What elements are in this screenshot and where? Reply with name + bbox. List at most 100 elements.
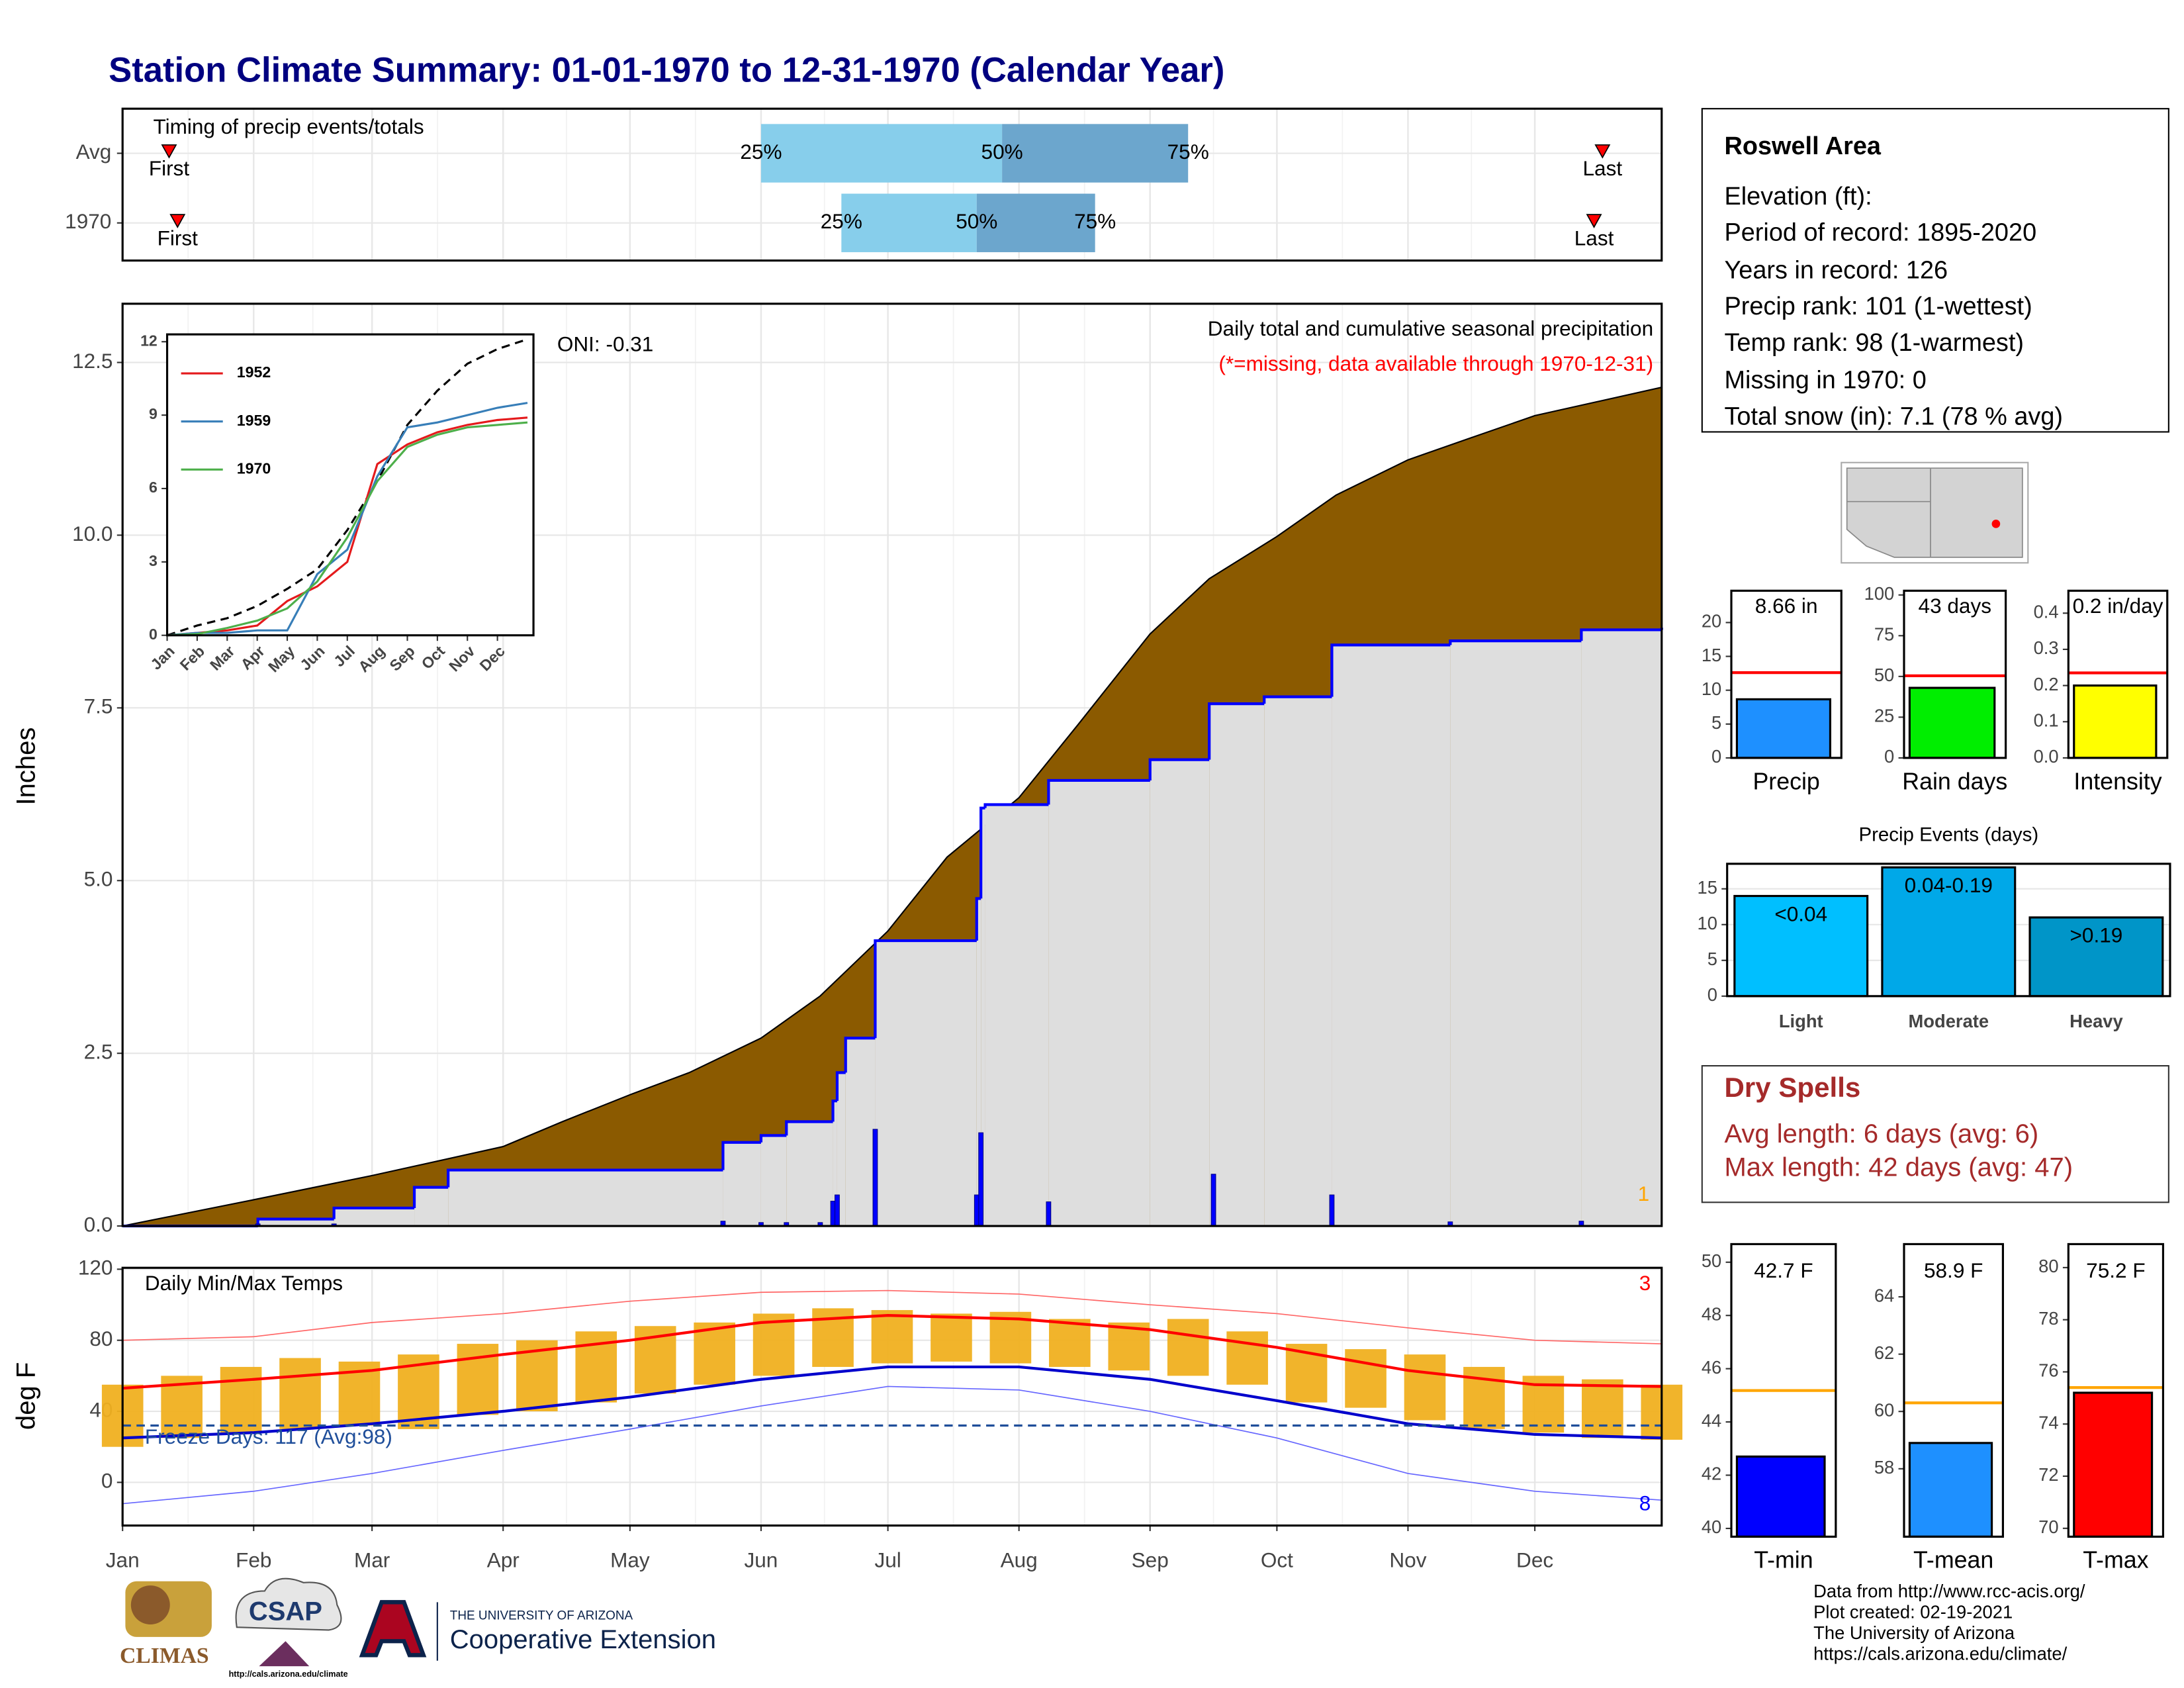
dry-spells-title: Dry Spells [1724,1072,1860,1103]
y-tick-label: 6 [149,479,158,496]
record-count: 1 [1638,1182,1650,1205]
daily-temp-bar [1345,1349,1387,1408]
cumulative-step [332,1206,415,1219]
cumulative-step-fill [760,1135,787,1227]
footer-line: Plot created: 02-19-2021 [1813,1601,2013,1622]
csap-mountain [259,1641,310,1667]
y-tick-label: 42 [1702,1464,1721,1484]
daily-temp-bar [1404,1354,1446,1421]
y-tick-label: 70 [2038,1517,2058,1537]
y-tick-label: 9 [149,405,158,422]
daily-precip-bar [974,1194,979,1227]
cumulative-step-fill [334,1207,415,1227]
climas-logo: CLIMAS [120,1644,209,1668]
cumulative-step-fill [1209,704,1265,1227]
cumulative-step-fill [1048,780,1150,1227]
daily-temp-bar [1226,1331,1268,1385]
range-lower [841,193,977,252]
daily-precip-bar [835,1194,840,1227]
plot-frame [121,107,1663,262]
cumulative-step-fill [981,808,985,1227]
y-tick-label: 25 [1874,706,1894,726]
event-label: First [158,226,199,250]
record-low-line [122,1385,1662,1505]
climas-emblem [130,1585,170,1624]
cumulative-step [721,1141,761,1170]
cumulative-step [1449,639,1582,645]
range-upper [1002,124,1189,183]
event-marker [161,144,177,159]
y-tick-label: 75 [1874,624,1894,645]
footer-line: The University of Arizona [1813,1622,2015,1643]
y-tick-label: 0.2 [2034,674,2059,694]
chart-title: Timing of precip events/totals [154,115,424,138]
station-line: Precip rank: 101 (1-wettest) [1724,293,2032,320]
daily-temp-bar [1167,1319,1209,1376]
cumulative-step-fill [414,1187,449,1227]
event-marker [169,214,186,228]
chart-title: Daily Min/Max Temps [145,1271,343,1295]
value-label: 42.7 F [1754,1258,1813,1282]
x-tick-label: Mar [354,1548,390,1572]
station-line: Temp rank: 98 (1-warmest) [1724,329,2024,357]
plot-frame [2067,589,2169,759]
y-tick-label: 72 [2038,1464,2058,1485]
range-label: 50% [956,209,997,233]
station-name: Roswell Area [1724,132,1881,160]
map-border [1846,468,1931,557]
station-box [1701,108,2169,433]
station-line: Missing in 1970: 0 [1724,367,1926,395]
event-label: Last [1583,156,1623,180]
y-tick-label: 0 [149,626,158,643]
daily-precip-bar [1210,1174,1216,1227]
range-label: 50% [981,140,1023,164]
legend-label: 1952 [237,363,271,381]
extension-name: Cooperative Extension [450,1625,716,1654]
summary-bar [2073,1391,2154,1538]
bin-label: 0.04-0.19 [1905,873,1993,897]
y-tick-label: 10.0 [72,522,113,545]
event-bar [1733,894,1869,998]
line-series [167,416,528,637]
x-tick-label: Aug [1001,1548,1038,1572]
category-label: T-max [2083,1547,2148,1573]
legend-label: 1959 [237,412,271,429]
cumulative-step-fill [837,1072,846,1227]
y-tick-label: 80 [2038,1256,2058,1276]
y-tick-label: 76 [2038,1360,2058,1381]
inset-background [167,334,534,635]
cumulative-step [759,1134,787,1143]
cumulative-step-fill [448,1170,723,1227]
cumulative-step-fill [1264,696,1332,1227]
plot-frame [1903,1243,2004,1538]
csap-url: http://cals.arizona.edu/climate [229,1669,348,1679]
y-tick-label: 64 [1874,1285,1894,1305]
y-tick-label: 0.0 [84,1212,113,1236]
chart-title: Precip Events (days) [1858,824,2038,846]
y-tick-label: 60 [1874,1399,1894,1420]
y-tick-label: 10 [1698,913,1717,933]
cumulative-step-fill [985,804,1049,1227]
y-tick-label: 15 [1698,877,1717,898]
y-tick-label: 46 [1702,1357,1721,1378]
y-tick-label: 80 [89,1327,113,1350]
y-tick-label: 0.0 [2034,746,2059,767]
cumulative-step [1148,758,1210,780]
cumulative-step [835,1071,846,1102]
cumulative-step [1047,778,1150,805]
summary-bar [1908,686,1996,759]
arizona-a [359,1600,427,1658]
location-map [1841,461,2029,564]
y-tick-label: 5 [1711,712,1721,733]
cumulative-step-fill [1150,759,1210,1227]
y-tick-label: 0 [1711,746,1721,767]
cumulative-step [1263,695,1332,704]
category-label: Rain days [1902,768,2007,794]
bin-label: <0.04 [1774,902,1827,925]
cumulative-step [447,1168,723,1188]
cumulative-step [874,939,977,1039]
range-label: 25% [740,140,782,164]
cumulative-step-fill [1332,645,1451,1227]
range-label: 25% [821,209,862,233]
